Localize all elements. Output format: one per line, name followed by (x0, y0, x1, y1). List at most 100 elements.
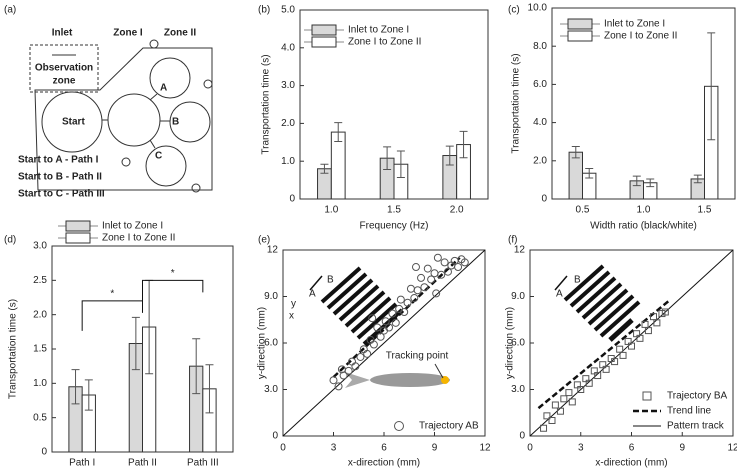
point (363, 349, 372, 358)
point (460, 258, 469, 267)
node-label: A (160, 83, 167, 94)
bar (568, 151, 584, 200)
significance-mark: * (110, 289, 114, 300)
path-label: Start to A - Path I (18, 155, 99, 166)
y-tick-label: 6.0 (511, 338, 525, 349)
fit-line (282, 249, 486, 437)
error-bar (445, 145, 454, 166)
y-axis-label: Transportation time (s) (8, 299, 19, 399)
legend-marker (642, 391, 652, 401)
legend-label: Trajectory BA (667, 391, 728, 402)
error-bar (334, 122, 343, 143)
y-tick-label: 4.0 (533, 117, 547, 128)
point (548, 417, 556, 424)
legend-swatch (567, 30, 593, 42)
legend-swatch (311, 36, 337, 48)
point (400, 308, 409, 316)
point (602, 365, 610, 373)
x-tick-label: Path I (69, 458, 95, 469)
error-bar (571, 145, 580, 159)
legend-label: Zone I to Zone II (348, 37, 421, 48)
node-label: B (172, 117, 179, 128)
fish-icon (345, 372, 450, 388)
legend-label: Trajectory AB (419, 421, 479, 432)
point (406, 284, 415, 293)
legend-label: Inlet to Zone I (102, 221, 163, 232)
channel (149, 93, 158, 101)
zone-label: Zone II (164, 28, 196, 39)
legend-swatch (311, 24, 337, 36)
y-tick-label: 1.5 (33, 344, 47, 355)
x-tick-label: 1.0 (324, 205, 338, 216)
channel (149, 139, 156, 149)
y-tick-label: 2.5 (33, 275, 47, 286)
significance-bracket (142, 279, 204, 311)
panel-label: (e) (258, 235, 270, 246)
point (661, 308, 669, 316)
y-tick-label: 3.0 (511, 384, 525, 395)
x-tick-label: Path II (128, 458, 157, 469)
point (369, 340, 378, 349)
error-bar (585, 167, 594, 179)
chamber-c (145, 145, 187, 187)
significance-bracket (81, 300, 143, 331)
legend-label: Trend line (667, 406, 712, 417)
port (121, 157, 131, 167)
panel-label: (d) (4, 235, 16, 246)
y-tick-label: 9.0 (511, 291, 525, 302)
point (543, 412, 551, 420)
point (368, 314, 377, 323)
point (619, 351, 627, 359)
x-tick-label: 3 (578, 443, 584, 454)
point (437, 270, 446, 279)
error-bar (396, 150, 405, 178)
point (334, 382, 343, 391)
point (540, 424, 548, 432)
panel-label: (c) (508, 5, 520, 16)
panel-label: (a) (4, 5, 16, 16)
y-tick-label: 2.0 (281, 118, 295, 129)
point (423, 264, 432, 273)
point (344, 366, 353, 375)
x-axis-label: Width ratio (black/white) (590, 221, 697, 232)
legend-label: Zone I to Zone II (102, 233, 175, 244)
legend-swatch (65, 220, 91, 232)
point (653, 319, 661, 327)
x-tick-label: 12 (727, 443, 737, 454)
start-label: Start (62, 117, 85, 128)
error-bar (131, 316, 140, 371)
y-tick-label: 3.0 (281, 80, 295, 91)
point (410, 294, 419, 303)
y-tick-label: 6.0 (264, 338, 278, 349)
point (440, 258, 449, 267)
x-tick-label: 0.5 (576, 205, 590, 216)
error-bar (71, 369, 80, 405)
point (356, 352, 365, 361)
point (351, 362, 360, 371)
observation-label: Observation (35, 63, 93, 74)
y-tick-label: 12 (267, 245, 279, 256)
error-bar (84, 379, 93, 411)
y-tick-label: 0.5 (33, 412, 47, 423)
x-tick-label: 0 (527, 443, 533, 454)
bar (330, 131, 346, 200)
x-axis-label: x-direction (mm) (595, 458, 667, 469)
point (329, 376, 338, 385)
point (388, 309, 397, 318)
fit-line (537, 298, 672, 410)
point (443, 267, 452, 276)
point (611, 358, 619, 366)
panel-label: (f) (508, 235, 517, 246)
point (430, 269, 439, 278)
y-tick-label: 3.0 (33, 241, 47, 252)
y-tick-label: 0 (289, 194, 295, 205)
y-tick-label: 0 (272, 431, 278, 442)
port (203, 79, 213, 89)
x-tick-label: 3 (331, 443, 337, 454)
y-tick-label: 4.0 (281, 42, 295, 53)
y-tick-label: 5.0 (281, 5, 295, 16)
point (577, 386, 585, 393)
point (594, 372, 602, 380)
x-tick-label: 6 (629, 443, 635, 454)
point (420, 283, 429, 292)
